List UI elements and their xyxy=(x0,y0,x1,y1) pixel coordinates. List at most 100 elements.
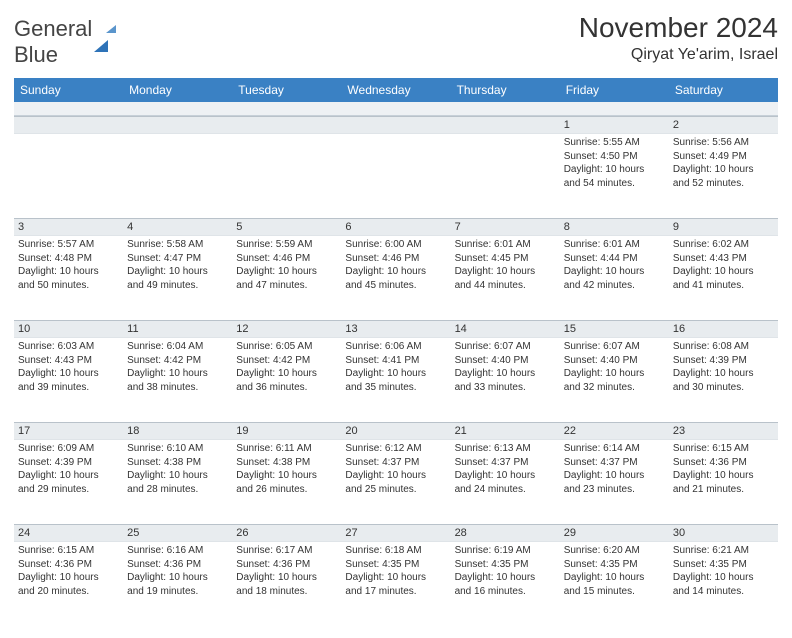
day-cell: Sunrise: 5:58 AMSunset: 4:47 PMDaylight:… xyxy=(123,236,232,320)
weekday-label: Thursday xyxy=(451,78,560,102)
logo-triangle-icon xyxy=(94,23,108,52)
day-cell: Sunrise: 6:01 AMSunset: 4:44 PMDaylight:… xyxy=(560,236,669,320)
day-number: 25 xyxy=(123,525,232,541)
day-number: 15 xyxy=(560,321,669,337)
day-number: 12 xyxy=(232,321,341,337)
day-cell: Sunrise: 6:07 AMSunset: 4:40 PMDaylight:… xyxy=(560,338,669,422)
day-cell: Sunrise: 6:18 AMSunset: 4:35 PMDaylight:… xyxy=(341,542,450,626)
week-row: Sunrise: 6:15 AMSunset: 4:36 PMDaylight:… xyxy=(14,542,778,626)
logo-line2: Blue xyxy=(14,42,58,67)
weekday-label: Monday xyxy=(123,78,232,102)
day-info: Sunrise: 6:08 AMSunset: 4:39 PMDaylight:… xyxy=(673,340,774,394)
day-cell: Sunrise: 6:15 AMSunset: 4:36 PMDaylight:… xyxy=(669,440,778,524)
logo-line1: General xyxy=(14,16,92,41)
day-number: 17 xyxy=(14,423,123,439)
day-number: 24 xyxy=(14,525,123,541)
day-info: Sunrise: 6:05 AMSunset: 4:42 PMDaylight:… xyxy=(236,340,337,394)
month-title: November 2024 xyxy=(579,12,778,44)
day-info: Sunrise: 5:56 AMSunset: 4:49 PMDaylight:… xyxy=(673,136,774,190)
day-cell: Sunrise: 6:17 AMSunset: 4:36 PMDaylight:… xyxy=(232,542,341,626)
day-info: Sunrise: 6:10 AMSunset: 4:38 PMDaylight:… xyxy=(127,442,228,496)
day-info: Sunrise: 6:21 AMSunset: 4:35 PMDaylight:… xyxy=(673,544,774,598)
day-info: Sunrise: 6:03 AMSunset: 4:43 PMDaylight:… xyxy=(18,340,119,394)
day-cell: Sunrise: 6:12 AMSunset: 4:37 PMDaylight:… xyxy=(341,440,450,524)
day-cell: Sunrise: 6:01 AMSunset: 4:45 PMDaylight:… xyxy=(451,236,560,320)
day-cell: Sunrise: 6:09 AMSunset: 4:39 PMDaylight:… xyxy=(14,440,123,524)
day-info: Sunrise: 6:13 AMSunset: 4:37 PMDaylight:… xyxy=(455,442,556,496)
day-number xyxy=(14,117,123,133)
day-info: Sunrise: 6:15 AMSunset: 4:36 PMDaylight:… xyxy=(673,442,774,496)
day-number xyxy=(123,117,232,133)
weeks-container: 12 Sunrise: 5:55 AMSunset: 4:50 PMDayligh… xyxy=(14,116,778,626)
day-info: Sunrise: 6:04 AMSunset: 4:42 PMDaylight:… xyxy=(127,340,228,394)
location: Qiryat Ye'arim, Israel xyxy=(579,46,778,64)
day-number: 1 xyxy=(560,117,669,133)
day-cell: Sunrise: 6:20 AMSunset: 4:35 PMDaylight:… xyxy=(560,542,669,626)
day-number: 4 xyxy=(123,219,232,235)
day-cell: Sunrise: 6:14 AMSunset: 4:37 PMDaylight:… xyxy=(560,440,669,524)
day-number: 14 xyxy=(451,321,560,337)
day-number: 26 xyxy=(232,525,341,541)
day-number: 27 xyxy=(341,525,450,541)
day-number: 8 xyxy=(560,219,669,235)
day-number: 30 xyxy=(669,525,778,541)
week-row: Sunrise: 6:03 AMSunset: 4:43 PMDaylight:… xyxy=(14,338,778,422)
day-cell xyxy=(451,134,560,218)
day-info: Sunrise: 6:07 AMSunset: 4:40 PMDaylight:… xyxy=(564,340,665,394)
day-cell xyxy=(232,134,341,218)
day-cell: Sunrise: 6:08 AMSunset: 4:39 PMDaylight:… xyxy=(669,338,778,422)
day-number: 7 xyxy=(451,219,560,235)
weekday-label: Wednesday xyxy=(341,78,450,102)
daynum-row: 3456789 xyxy=(14,218,778,236)
day-cell: Sunrise: 5:59 AMSunset: 4:46 PMDaylight:… xyxy=(232,236,341,320)
day-info: Sunrise: 6:01 AMSunset: 4:44 PMDaylight:… xyxy=(564,238,665,292)
day-info: Sunrise: 6:11 AMSunset: 4:38 PMDaylight:… xyxy=(236,442,337,496)
day-cell: Sunrise: 6:21 AMSunset: 4:35 PMDaylight:… xyxy=(669,542,778,626)
header: General Blue November 2024 Qiryat Ye'ari… xyxy=(14,12,778,68)
day-cell: Sunrise: 6:00 AMSunset: 4:46 PMDaylight:… xyxy=(341,236,450,320)
daynum-row: 12 xyxy=(14,116,778,134)
day-number xyxy=(451,117,560,133)
day-number xyxy=(232,117,341,133)
daynum-row: 17181920212223 xyxy=(14,422,778,440)
spacer-row xyxy=(14,102,778,116)
day-number xyxy=(341,117,450,133)
week-row: Sunrise: 6:09 AMSunset: 4:39 PMDaylight:… xyxy=(14,440,778,524)
calendar-page: General Blue November 2024 Qiryat Ye'ari… xyxy=(0,0,792,638)
daynum-row: 24252627282930 xyxy=(14,524,778,542)
weekday-header: SundayMondayTuesdayWednesdayThursdayFrid… xyxy=(14,78,778,102)
day-info: Sunrise: 6:06 AMSunset: 4:41 PMDaylight:… xyxy=(345,340,446,394)
day-cell: Sunrise: 6:02 AMSunset: 4:43 PMDaylight:… xyxy=(669,236,778,320)
day-number: 6 xyxy=(341,219,450,235)
day-number: 11 xyxy=(123,321,232,337)
day-info: Sunrise: 6:09 AMSunset: 4:39 PMDaylight:… xyxy=(18,442,119,496)
daynum-row: 10111213141516 xyxy=(14,320,778,338)
day-cell: Sunrise: 5:57 AMSunset: 4:48 PMDaylight:… xyxy=(14,236,123,320)
title-block: November 2024 Qiryat Ye'arim, Israel xyxy=(579,12,778,64)
day-cell: Sunrise: 6:13 AMSunset: 4:37 PMDaylight:… xyxy=(451,440,560,524)
day-info: Sunrise: 5:57 AMSunset: 4:48 PMDaylight:… xyxy=(18,238,119,292)
day-number: 29 xyxy=(560,525,669,541)
day-number: 3 xyxy=(14,219,123,235)
logo: General Blue xyxy=(14,12,108,68)
day-cell: Sunrise: 6:06 AMSunset: 4:41 PMDaylight:… xyxy=(341,338,450,422)
weekday-label: Tuesday xyxy=(232,78,341,102)
day-cell: Sunrise: 6:15 AMSunset: 4:36 PMDaylight:… xyxy=(14,542,123,626)
day-cell: Sunrise: 6:03 AMSunset: 4:43 PMDaylight:… xyxy=(14,338,123,422)
day-info: Sunrise: 6:20 AMSunset: 4:35 PMDaylight:… xyxy=(564,544,665,598)
day-number: 19 xyxy=(232,423,341,439)
day-info: Sunrise: 6:18 AMSunset: 4:35 PMDaylight:… xyxy=(345,544,446,598)
calendar: SundayMondayTuesdayWednesdayThursdayFrid… xyxy=(14,78,778,626)
day-info: Sunrise: 5:55 AMSunset: 4:50 PMDaylight:… xyxy=(564,136,665,190)
day-info: Sunrise: 5:58 AMSunset: 4:47 PMDaylight:… xyxy=(127,238,228,292)
day-info: Sunrise: 5:59 AMSunset: 4:46 PMDaylight:… xyxy=(236,238,337,292)
day-info: Sunrise: 6:16 AMSunset: 4:36 PMDaylight:… xyxy=(127,544,228,598)
day-info: Sunrise: 6:12 AMSunset: 4:37 PMDaylight:… xyxy=(345,442,446,496)
day-number: 16 xyxy=(669,321,778,337)
weekday-label: Sunday xyxy=(14,78,123,102)
day-cell: Sunrise: 5:55 AMSunset: 4:50 PMDaylight:… xyxy=(560,134,669,218)
day-info: Sunrise: 6:01 AMSunset: 4:45 PMDaylight:… xyxy=(455,238,556,292)
day-cell: Sunrise: 6:19 AMSunset: 4:35 PMDaylight:… xyxy=(451,542,560,626)
day-number: 10 xyxy=(14,321,123,337)
day-info: Sunrise: 6:07 AMSunset: 4:40 PMDaylight:… xyxy=(455,340,556,394)
